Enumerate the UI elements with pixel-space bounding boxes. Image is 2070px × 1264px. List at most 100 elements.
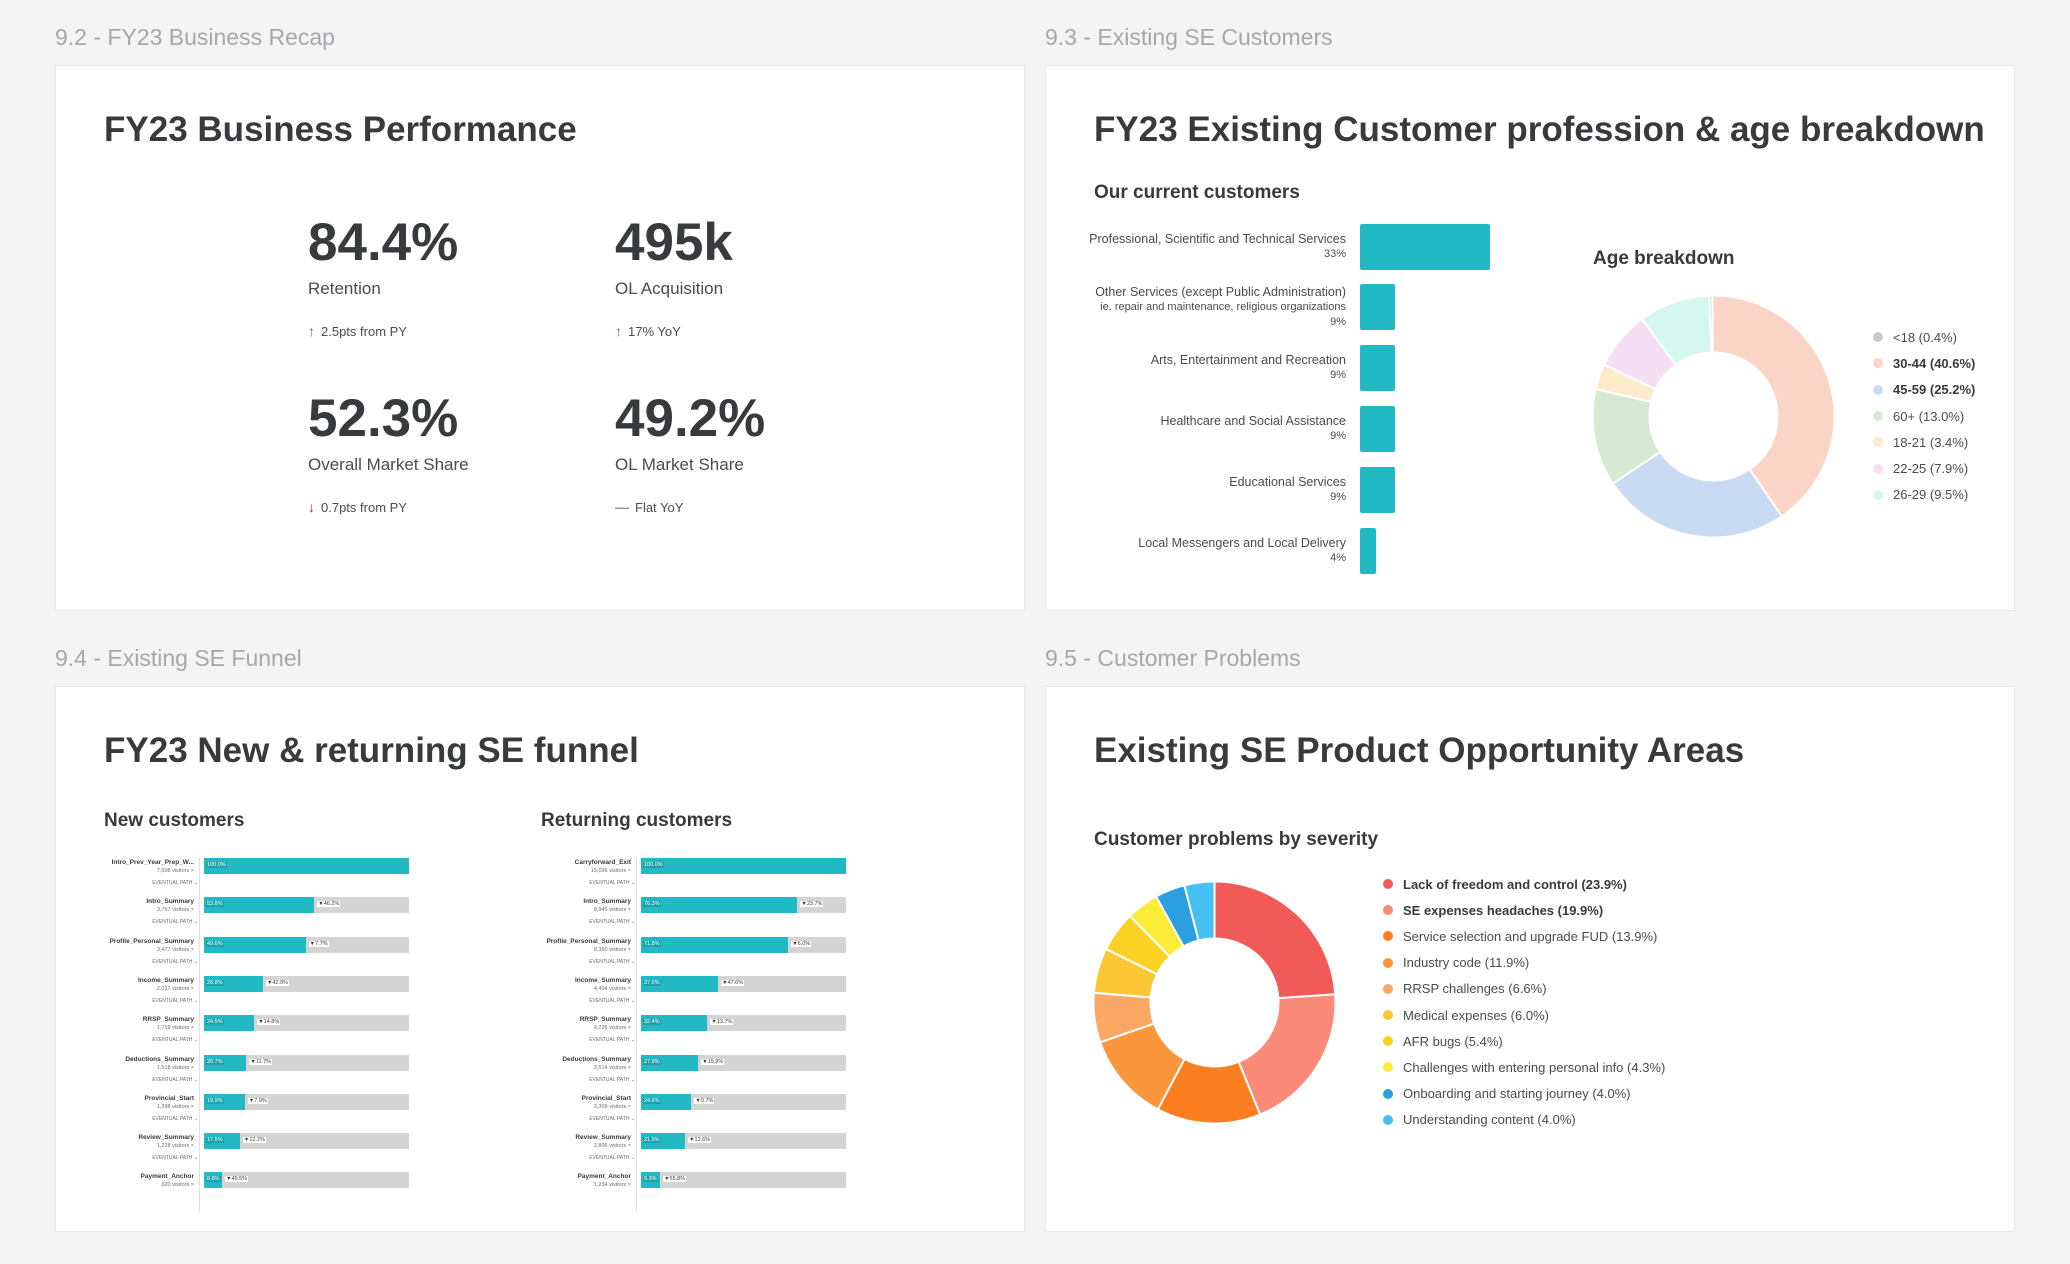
problems-donut-chart [1092,880,1337,1125]
funnel-step-dropoff: ▼14.8% [257,1019,281,1025]
legend-dot-icon [1873,384,1883,395]
funnel-step-name: Profile_Personal_Summary [109,938,194,945]
legend-item: Onboarding and starting journey (4.0%) [1383,1081,1665,1107]
funnel-bar-track: 27.9% ▼15.9% [641,1055,846,1071]
eventual-path-toggle[interactable]: EVENTUAL PATH ⌄ [589,1116,635,1122]
eventual-path-toggle[interactable]: EVENTUAL PATH ⌄ [152,1155,198,1161]
slide-business-performance[interactable]: FY23 Business Performance 84.4% Retentio… [55,65,1025,611]
funnel-step: Deductions_Summary 3,514 visitors × EVENTU… [526,1055,846,1094]
profession-bar [1360,345,1395,391]
section-label-9-5: 9.5 - Customer Problems [1045,645,1301,671]
kpi-value: 52.3% [308,389,459,448]
funnel-step-dropoff: ▼46.2% [317,901,341,907]
slide-title: FY23 New & returning SE funnel [104,731,639,770]
funnel-bar-fill [641,937,789,953]
legend-label: RRSP challenges (6.6%) [1403,981,1547,997]
funnel-step-percent: 9.3% [643,1176,658,1182]
eventual-path-toggle[interactable]: EVENTUAL PATH ⌄ [589,959,635,965]
legend-dot-icon [1383,1062,1393,1073]
eventual-path-toggle[interactable]: EVENTUAL PATH ⌄ [589,919,635,925]
funnel-step-visitors: 7,008 visitors × [156,868,194,874]
funnel-bar-track: 53.8% ▼46.2% [204,897,409,913]
eventual-path-toggle[interactable]: EVENTUAL PATH ⌄ [152,919,198,925]
funnel-step-visitors: 620 visitors × [161,1182,194,1188]
eventual-path-toggle[interactable]: EVENTUAL PATH ⌄ [152,1116,198,1122]
funnel-step-name: Income_Summary [138,977,194,984]
funnel-bar-track: 76.3% ▼23.7% [641,897,846,913]
section-label-9-3: 9.3 - Existing SE Customers [1045,24,1333,50]
legend-item: RRSP challenges (6.6%) [1383,976,1665,1002]
funnel-step-visitors: 8,945 visitors × [593,907,631,913]
funnel-step-percent: 19.9% [206,1098,224,1104]
funnel-axis-line [636,858,637,1212]
funnel-step-percent: 100.0% [206,862,227,868]
profession-name: Arts, Entertainment and Recreation [1150,353,1346,367]
donut-slice [1183,880,1216,942]
slide-title: FY23 Business Performance [104,110,577,149]
funnel-step-name: Payment_Anchor [577,1173,631,1180]
funnel-step: Profile_Personal_Summary 8,360 visitors ×… [526,937,846,976]
funnel-step-visitors: 3,309 visitors × [593,1104,631,1110]
new-customers-heading: New customers [104,810,245,831]
legend-item: 30-44 (40.6%) [1873,350,1975,376]
legend-label: Service selection and upgrade FUD (13.9%… [1403,928,1658,944]
kpi-delta-text: 17% YoY [628,323,681,339]
funnel-step-name: Profile_Personal_Summary [546,938,631,945]
eventual-path-toggle[interactable]: EVENTUAL PATH ⌄ [152,1077,198,1083]
funnel-step: Payment_Anchor 1,234 visitors × 9.3% ▼55.8% [526,1172,846,1211]
funnel-step-name: Carryforward_Exit [574,859,631,866]
age-breakdown-heading: Age breakdown [1593,248,1735,269]
funnel-step: Provincial_Start 3,309 visitors × EVENTUAL… [526,1094,846,1133]
funnel-bar-fill [641,897,798,913]
funnel-bar-fill [641,1094,692,1110]
kpi-label: OL Market Share [615,455,744,474]
kpi-value: 495k [615,213,733,272]
profession-percent: 9% [1330,430,1346,442]
eventual-path-toggle[interactable]: EVENTUAL PATH ⌄ [589,998,635,1004]
eventual-path-toggle[interactable]: EVENTUAL PATH ⌄ [589,1155,635,1161]
profession-label: Healthcare and Social Assistance 9% [1046,414,1346,444]
profession-name: Other Services (except Public Administra… [1095,284,1346,299]
slide-se-funnel[interactable]: FY23 New & returning SE funnel New custo… [55,686,1025,1232]
eventual-path-toggle[interactable]: EVENTUAL PATH ⌄ [589,1037,635,1043]
profession-bar [1360,467,1395,513]
age-legend: <18 (0.4%) 30-44 (40.6%) 45-59 (25.2%) 60+ … [1873,324,1975,508]
kpi-label: Overall Market Share [308,455,469,474]
funnel-step-percent: 53.8% [206,901,224,907]
eventual-path-toggle[interactable]: EVENTUAL PATH ⌄ [589,880,635,886]
funnel-step: Deductions_Summary 1,518 visitors × EVENTU… [89,1055,409,1094]
funnel-bar-fill [204,1094,245,1110]
funnel-step-visitors: 2,806 visitors × [593,1143,631,1149]
slide-customer-problems[interactable]: Existing SE Product Opportunity Areas Cu… [1045,686,2015,1232]
profession-bar [1360,284,1395,330]
legend-item: AFR bugs (5.4%) [1383,1028,1665,1054]
kpi-label: Retention [308,279,381,298]
legend-label: Industry code (11.9%) [1403,955,1530,971]
profession-bar [1360,224,1490,270]
eventual-path-toggle[interactable]: EVENTUAL PATH ⌄ [152,998,198,1004]
funnel-step-dropoff: ▼13.7% [710,1019,734,1025]
funnel-step-visitors: 4,494 visitors × [593,986,631,992]
funnel-step-percent: 24.5% [206,1019,224,1025]
slide-customer-breakdown[interactable]: FY23 Existing Customer profession & age … [1045,65,2015,611]
funnel-bar-track: 19.9% ▼7.9% [204,1094,409,1110]
kpi-value: 49.2% [615,389,766,448]
funnel-step: Income_Summary 2,017 visitors × EVENTUAL P… [89,976,409,1015]
profession-percent: 4% [1330,552,1346,564]
eventual-path-toggle[interactable]: EVENTUAL PATH ⌄ [589,1077,635,1083]
profession-name: Local Messengers and Local Delivery [1138,536,1346,550]
funnel-step: RRSP_Summary 1,719 visitors × EVENTUAL PAT… [89,1015,409,1054]
new-customers-funnel: Intro_Prev_Year_Prep_W... 7,008 visitors … [89,858,409,1212]
eventual-path-toggle[interactable]: EVENTUAL PATH ⌄ [152,959,198,965]
kpi-ol-acquisition: 495k OL Acquisition ↑ 17% YoY [615,216,733,339]
eventual-path-toggle[interactable]: EVENTUAL PATH ⌄ [152,880,198,886]
arrow-down-icon: ↓ [308,499,315,515]
funnel-bar-fill [204,937,306,953]
legend-label: 26-29 (9.5%) [1893,487,1969,503]
eventual-path-toggle[interactable]: EVENTUAL PATH ⌄ [152,1037,198,1043]
funnel-step-percent: 49.6% [206,941,224,947]
funnel-step-percent: 21.5% [643,1137,661,1143]
legend-item: 26-29 (9.5%) [1873,482,1975,508]
funnel-bar-fill [641,858,846,874]
funnel-bar-fill [641,976,719,992]
